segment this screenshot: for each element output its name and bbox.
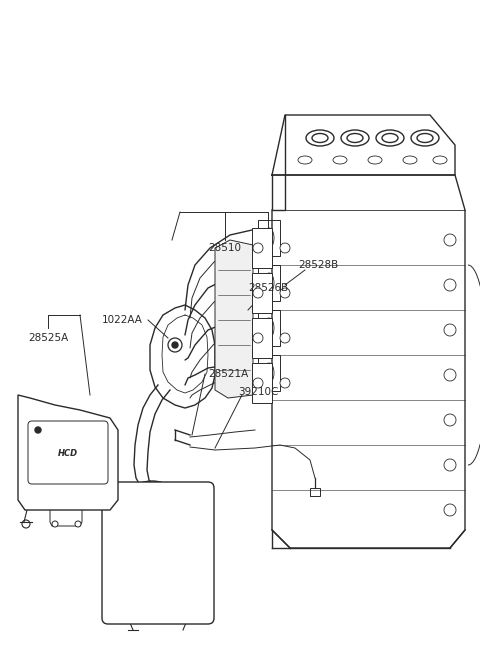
Circle shape	[444, 279, 456, 291]
Ellipse shape	[333, 156, 347, 164]
Circle shape	[280, 243, 290, 253]
Ellipse shape	[368, 156, 382, 164]
Ellipse shape	[264, 273, 274, 293]
Circle shape	[253, 333, 263, 343]
Circle shape	[253, 378, 263, 388]
Ellipse shape	[376, 130, 404, 146]
Polygon shape	[215, 240, 253, 398]
Circle shape	[280, 288, 290, 298]
Circle shape	[172, 342, 178, 348]
Bar	[258, 220, 280, 256]
Ellipse shape	[306, 130, 334, 146]
Ellipse shape	[264, 228, 274, 248]
Text: 39210C: 39210C	[238, 387, 278, 397]
Ellipse shape	[264, 363, 274, 383]
Ellipse shape	[312, 134, 328, 143]
Circle shape	[280, 378, 290, 388]
Text: 1022AA: 1022AA	[102, 315, 143, 325]
Ellipse shape	[341, 130, 369, 146]
Bar	[252, 318, 272, 358]
Circle shape	[52, 521, 58, 527]
Circle shape	[444, 414, 456, 426]
Text: 28528B: 28528B	[298, 260, 338, 270]
Bar	[252, 363, 272, 403]
Ellipse shape	[347, 134, 363, 143]
Bar	[252, 228, 272, 268]
Ellipse shape	[417, 134, 433, 143]
Ellipse shape	[298, 156, 312, 164]
Circle shape	[444, 324, 456, 336]
Circle shape	[444, 504, 456, 516]
Circle shape	[22, 520, 30, 528]
Circle shape	[444, 369, 456, 381]
Text: 28521A: 28521A	[208, 369, 248, 379]
Ellipse shape	[433, 156, 447, 164]
Ellipse shape	[137, 481, 167, 493]
Text: HCD: HCD	[58, 449, 78, 457]
Bar	[252, 273, 272, 313]
Text: 28526B: 28526B	[248, 283, 288, 293]
Ellipse shape	[411, 130, 439, 146]
Circle shape	[168, 338, 182, 352]
Polygon shape	[150, 305, 215, 408]
Text: 28528: 28528	[19, 427, 53, 437]
Circle shape	[444, 234, 456, 246]
Bar	[258, 310, 280, 346]
Ellipse shape	[382, 134, 398, 143]
FancyBboxPatch shape	[102, 482, 214, 624]
Ellipse shape	[403, 156, 417, 164]
Text: 28510: 28510	[208, 243, 241, 253]
Circle shape	[75, 521, 81, 527]
Circle shape	[35, 427, 41, 433]
FancyBboxPatch shape	[28, 421, 108, 484]
Bar	[310, 488, 320, 496]
Circle shape	[444, 459, 456, 471]
Ellipse shape	[264, 318, 274, 338]
Bar	[258, 265, 280, 301]
Text: 28525A: 28525A	[28, 333, 68, 343]
Circle shape	[253, 243, 263, 253]
Circle shape	[253, 288, 263, 298]
Circle shape	[232, 250, 242, 260]
Circle shape	[280, 333, 290, 343]
Bar	[258, 355, 280, 391]
Polygon shape	[18, 395, 118, 510]
